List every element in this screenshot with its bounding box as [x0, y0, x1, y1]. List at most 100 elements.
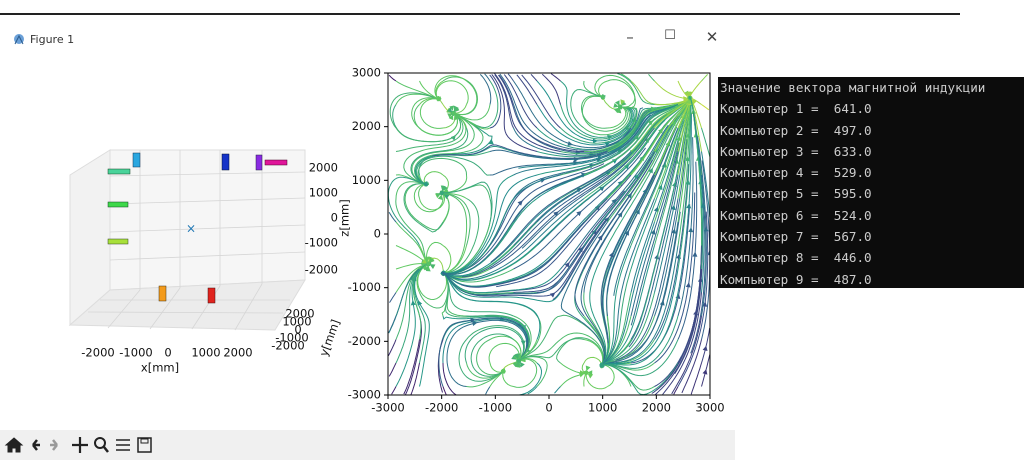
streamline [441, 221, 514, 276]
streamline [441, 268, 561, 294]
streamline [405, 315, 423, 395]
stream-arrow [671, 120, 676, 127]
streamline [403, 339, 420, 395]
x-tick-label: -1000 [479, 401, 512, 415]
streamline [607, 211, 681, 364]
stream-arrow [613, 107, 620, 113]
z-tick-label: 1000 [309, 186, 338, 200]
stream-arrow [683, 96, 689, 102]
stream-arrow [454, 114, 460, 120]
computer [107, 201, 129, 208]
streamline [489, 190, 625, 293]
pan-button[interactable] [72, 437, 88, 453]
streamline [439, 181, 493, 223]
computer [255, 154, 263, 171]
stream-arrow [650, 106, 657, 112]
stream-arrow [658, 128, 664, 134]
stream-arrow [472, 321, 478, 326]
streamline [618, 105, 638, 129]
streamline [518, 104, 679, 169]
streamline [389, 292, 397, 303]
streamline [681, 339, 702, 394]
streamline [651, 245, 702, 394]
streamline [654, 80, 692, 100]
stream-arrow [513, 353, 519, 359]
computers [107, 152, 288, 304]
streamline [600, 198, 655, 367]
streamline [701, 74, 708, 82]
streamline [419, 96, 444, 129]
stream-arrow [611, 158, 618, 164]
z-tick-label: -1000 [305, 236, 338, 250]
y-tick-label: 0 [294, 323, 301, 337]
streamline [488, 342, 521, 364]
stream-arrow [702, 369, 708, 375]
stream-arrow [576, 210, 582, 217]
stream-arrow [647, 120, 654, 126]
x-tick-label: -1000 [119, 346, 152, 360]
streamline [580, 198, 632, 360]
streamline [410, 362, 420, 395]
streamline [499, 73, 632, 151]
x-tick-label: 1000 [588, 401, 617, 415]
streamline [601, 95, 608, 105]
console-header: Значение вектора магнитной индукции [720, 80, 986, 95]
stream-arrow [657, 184, 663, 191]
streamline [490, 151, 632, 263]
y-tick-label: -1000 [348, 280, 381, 294]
zoom-button[interactable] [94, 437, 109, 453]
streamline [677, 113, 692, 293]
streamline [630, 98, 691, 270]
streamline [434, 75, 467, 101]
streamline [630, 80, 692, 105]
stream-arrow [676, 135, 682, 142]
streamline [466, 218, 607, 297]
stream-arrow [587, 373, 594, 379]
streamline [552, 151, 655, 301]
z-tick-label: 0 [331, 211, 338, 225]
computer [107, 238, 129, 245]
stream-arrow [421, 258, 428, 264]
stream-arrow [685, 282, 691, 288]
streamline [613, 127, 679, 296]
computer [221, 153, 230, 171]
streamline [513, 106, 673, 176]
stream-arrow [453, 105, 459, 112]
stream-arrow [670, 204, 676, 211]
home-button[interactable] [4, 437, 24, 453]
z-tick-label: -2000 [305, 263, 338, 277]
streamline [630, 142, 680, 317]
pane-back [109, 149, 306, 291]
forward-button[interactable] [50, 439, 58, 451]
streamline [677, 211, 709, 387]
figure: × -2000 -1000 0 1000 2000200010000-1000-2000… [68, 66, 725, 415]
streamline [628, 174, 679, 348]
configure-button[interactable] [116, 439, 130, 451]
streamline [701, 151, 710, 218]
streamline [441, 174, 561, 275]
streamline [395, 198, 432, 267]
stream-arrow [585, 365, 591, 372]
streamline [503, 74, 538, 129]
streamline [550, 73, 561, 82]
streamline [574, 159, 653, 317]
streamline [600, 171, 656, 340]
maximize-button[interactable]: ☐ [664, 28, 676, 43]
minimize-button[interactable]: – [626, 28, 634, 46]
save-button[interactable] [137, 437, 152, 453]
stream-arrow [686, 203, 692, 209]
stream-arrow [620, 99, 626, 105]
console-line: Компьютер 2 = 497.0 [720, 122, 872, 138]
streamline [701, 327, 710, 364]
streamline [516, 74, 538, 105]
back-button[interactable] [32, 439, 40, 451]
streamline [461, 198, 608, 288]
close-button[interactable]: ✕ [705, 28, 719, 46]
stream-arrow [692, 251, 698, 257]
y-tick-label: -2000 [348, 334, 381, 348]
streamline [536, 108, 676, 223]
streamline [432, 144, 608, 159]
streamline [530, 73, 538, 82]
streamline [601, 174, 655, 344]
stream-arrow [644, 137, 650, 144]
